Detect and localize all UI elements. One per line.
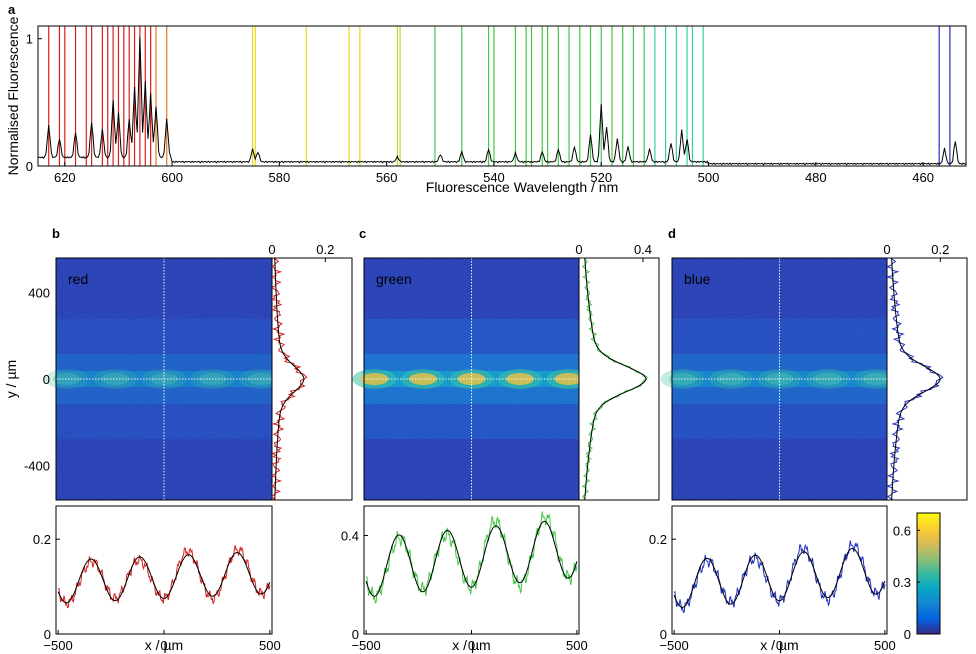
x-tick-label: 500 [698,170,720,185]
heatmap-spot [805,369,850,389]
x-axis-label: x / µm [760,637,798,653]
x-tick-label: 500 [874,638,896,653]
profile-tick-label: 0 [268,242,275,257]
profile-frame [578,257,660,501]
x-tick-label: 540 [483,170,505,185]
heatmap-spot-core [409,373,438,385]
y-tick-label: 0 [44,627,51,642]
panel-a: 620 600 580 560 540 520 500 480 460 0 1 Fluorescenc… [5,16,967,195]
panel-c: green 0 0.4 [352,242,660,501]
bottom-plot-frame [671,505,888,635]
x-tick-label: 500 [566,638,588,653]
heatmap-label: blue [684,271,711,287]
panel-letter-a: a [8,2,16,17]
x-tick-label: 520 [590,170,612,185]
heatmap-spot [709,369,754,389]
colorbar: 0 0.3 0.6 [893,512,941,642]
panel-b: red 0 0.2 400 0 -400 y / µm [3,242,353,501]
y-axis-label: y / µm [3,360,19,398]
profile-fit-line [891,257,941,501]
y-axis-label: Normalised Fluorescence [5,16,21,175]
y-tick-label: 0.2 [649,532,667,547]
y-tick-label: 1 [26,32,33,47]
x-tick-label: −500 [659,638,688,653]
heatmap-spot-core [360,373,389,385]
panel-d: blue 0 0.2 [660,242,968,501]
x-tick-label: 0 [468,638,475,653]
colorbar-tick-label: 0 [904,627,911,642]
x-tick-label: 0 [160,638,167,653]
x-axis-label: Fluorescence Wavelength / nm [426,179,618,195]
y-tick-label: 0 [352,627,359,642]
colorbar-tick-label: 0.6 [893,523,911,538]
profile-frame [886,257,968,501]
panel-letter-d: d [668,226,676,241]
profile-tick-label: 0.2 [316,242,334,257]
heatmap-label: red [68,271,88,287]
bottom-fit-line [57,552,271,604]
panel-letter-c: c [359,226,366,241]
profile-fit-line [584,257,647,501]
panel-a-axes-frame [37,25,967,167]
x-axis-label: x / µm [145,637,183,653]
profile-fit-line [274,258,305,500]
heatmap-spot-core [668,373,697,385]
x-tick-label: 620 [54,170,76,185]
y-tick-label: 0.2 [33,532,51,547]
y-tick-label: 400 [28,286,50,301]
bottom-plot-frame [363,505,580,635]
y-tick-label: 0 [26,159,33,174]
colorbar-tick-label: 0.3 [893,575,911,590]
heatmap-spot-core [813,373,842,385]
heatmap-spot [93,369,138,389]
x-axis-label: x / µm [452,637,490,653]
profile-tick-label: 0.2 [931,242,949,257]
spectrum-line [38,36,967,166]
bottom-fit-line [673,548,886,608]
x-tick-label: 0 [776,638,783,653]
profile-tick-label: 0 [883,242,890,257]
x-tick-label: 560 [376,170,398,185]
panel-letter-b: b [52,226,60,241]
x-tick-label: −500 [43,638,72,653]
x-tick-label: −500 [351,638,380,653]
colorbar-gradient [916,512,941,635]
heatmap-spot-core [101,373,130,385]
bottom-fit-line [365,520,578,597]
heatmap-spot-core [717,373,746,385]
y-tick-label: 0 [660,627,667,642]
x-tick-label: 460 [912,170,934,185]
x-tick-label: 480 [805,170,827,185]
heatmap-spot-core [505,373,534,385]
y-tick-label: 0.4 [341,529,359,544]
profile-tick-label: 0 [575,242,582,257]
profile-tick-label: 0.4 [634,242,652,257]
x-tick-label: 580 [269,170,291,185]
x-tick-label: 600 [161,170,183,185]
heatmap-label: green [376,271,412,287]
x-tick-label: 500 [259,638,281,653]
bottom-plot-frame [55,505,273,635]
heatmap-spot-core [52,373,81,385]
y-tick-label: -400 [24,458,50,473]
profile-frame [271,257,353,501]
y-tick-label: 0 [43,372,50,387]
